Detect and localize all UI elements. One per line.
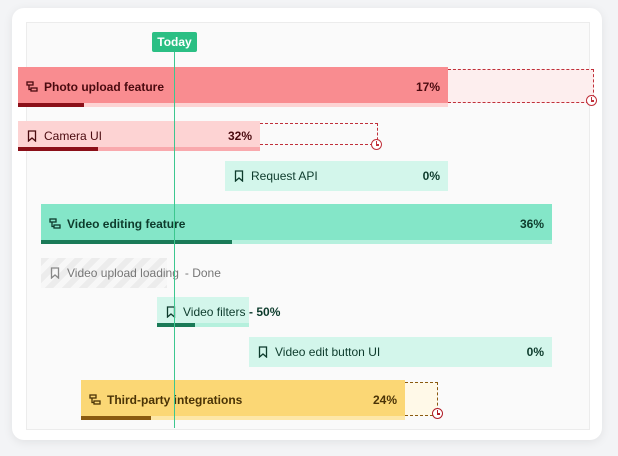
epic-icon — [26, 81, 38, 92]
progress-fill — [18, 147, 98, 151]
progress-fill — [157, 323, 195, 327]
clock-icon — [586, 95, 597, 106]
progress-fill — [18, 103, 84, 107]
task-bar-video-editing-feature[interactable]: Video editing feature 36% — [41, 204, 552, 244]
task-percent-outside: - 50% — [249, 305, 281, 319]
progress-track — [41, 240, 552, 244]
task-label: Video edit button UI — [275, 345, 381, 359]
task-bar-camera-ui[interactable]: Camera UI 32% — [18, 121, 260, 151]
epic-icon — [89, 394, 101, 405]
task-bar-video-edit-button-ui[interactable]: Video edit button UI 0% — [249, 337, 552, 367]
progress-track — [18, 147, 260, 151]
task-percent: 17% — [415, 80, 440, 94]
task-bar-request-api[interactable]: Request API 0% — [225, 161, 448, 191]
task-bar-video-upload-loading[interactable]: Video upload loading - Done — [41, 258, 221, 288]
task-status: - Done — [184, 266, 221, 280]
task-percent: 24% — [372, 393, 397, 407]
progress-track — [18, 103, 448, 107]
task-bar-video-filters[interactable]: Video filters — [157, 297, 249, 327]
task-label: Video upload loading — [67, 266, 179, 280]
task-bar-photo-upload-feature[interactable]: Photo upload feature 17% — [18, 67, 448, 107]
progress-track — [81, 416, 405, 420]
clock-icon — [432, 408, 443, 419]
today-line — [174, 48, 175, 428]
epic-icon — [49, 218, 61, 229]
today-label: Today — [157, 35, 192, 49]
bookmark-icon — [27, 130, 37, 142]
task-label: Photo upload feature — [44, 80, 164, 94]
bookmark-icon — [50, 267, 60, 279]
task-label: Video editing feature — [67, 217, 186, 231]
today-marker[interactable]: Today — [152, 32, 197, 52]
task-percent: 32% — [227, 129, 252, 143]
task-percent: 0% — [526, 345, 544, 359]
overdue-extension — [448, 69, 594, 103]
task-label: Camera UI — [44, 129, 103, 143]
task-label: Video filters — [183, 305, 246, 319]
bookmark-icon — [234, 170, 244, 182]
clock-icon — [371, 139, 382, 150]
task-label: Request API — [251, 169, 318, 183]
progress-track — [157, 323, 249, 327]
bookmark-icon — [258, 346, 268, 358]
overdue-extension — [260, 123, 378, 145]
task-bar-third-party-integrations[interactable]: Third-party integrations 24% — [81, 380, 405, 420]
task-percent: 36% — [519, 217, 544, 231]
bookmark-icon — [166, 306, 176, 318]
task-percent: 0% — [422, 169, 440, 183]
progress-fill — [81, 416, 151, 420]
progress-fill — [41, 240, 232, 244]
